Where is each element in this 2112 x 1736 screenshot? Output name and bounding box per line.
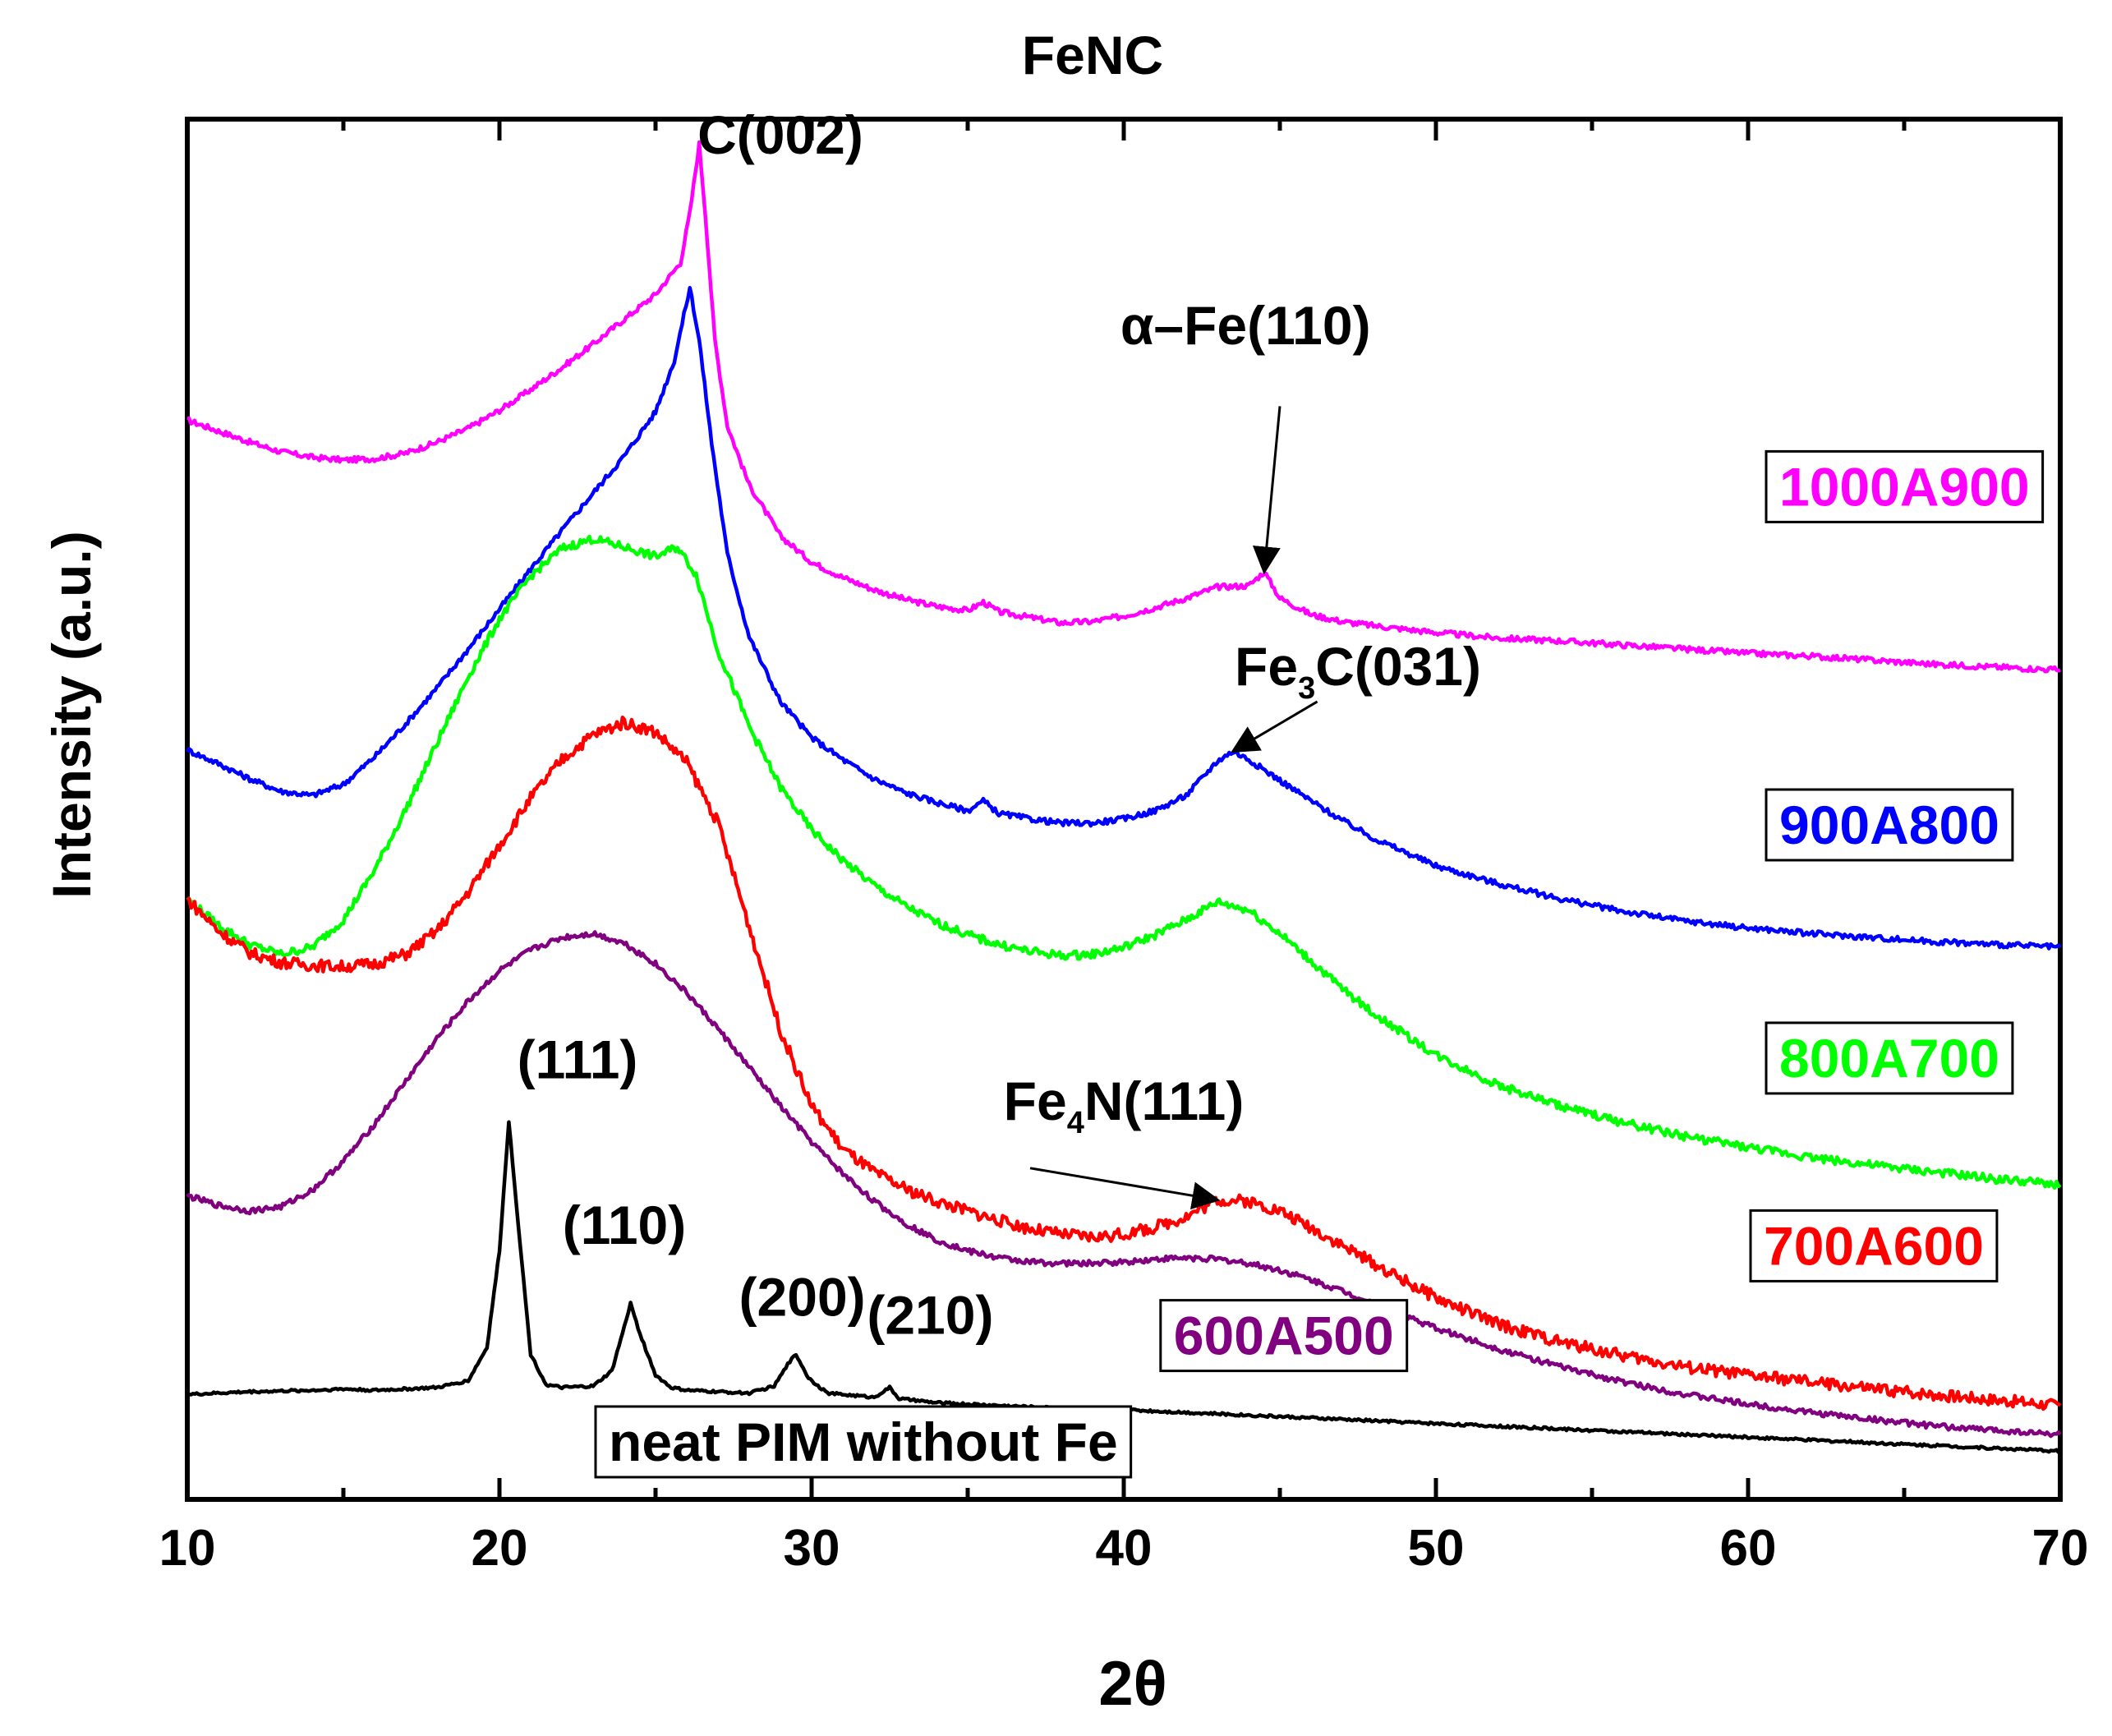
- y-axis-label: Intensity (a.u.): [41, 531, 102, 898]
- annotation-layer: C(002) α–Fe(110) Fe3C(031) Fe4N(111) (111) (1…: [518, 104, 1481, 1345]
- legend-box: [1765, 449, 2045, 523]
- annotation-arrow: [1029, 1167, 1221, 1210]
- x-axis-label: 2θ: [1098, 1649, 1166, 1719]
- annotation-label: (110): [563, 1195, 686, 1255]
- x-tick-label: 30: [784, 1520, 840, 1577]
- legend-label: 1000A900: [1779, 456, 2030, 517]
- legend-entry: 1000A900: [1765, 449, 2045, 523]
- legend-box: [1765, 788, 2014, 862]
- legend-entry: 900A800: [1765, 788, 2014, 862]
- annotation-label: (210): [867, 1284, 993, 1345]
- annotation-label: (200): [739, 1267, 866, 1328]
- legend-box: [1765, 1021, 2014, 1095]
- x-tick-label: 70: [2032, 1520, 2089, 1577]
- legend-label: 600A500: [1174, 1305, 1394, 1366]
- chart-title: FeNC: [1022, 25, 1163, 85]
- x-tick-label: 10: [159, 1520, 216, 1577]
- legend-label: 800A700: [1779, 1028, 1999, 1089]
- series-line-800a700: [186, 534, 2062, 1190]
- legend-entry: 800A700: [1765, 1021, 2014, 1095]
- x-tick-label: 20: [472, 1520, 528, 1577]
- legend-layer: 1000A900 900A800 800A700 700A600 600A500 neat…: [594, 449, 2045, 1479]
- series-line-neat-pim-without-fe: [186, 1120, 2062, 1454]
- legend-label: neat PIM without Fe: [609, 1411, 1118, 1472]
- legend-entry: 600A500: [1159, 1299, 1409, 1373]
- series-line-1000a900: [186, 140, 2061, 674]
- legend-box: [1159, 1299, 1409, 1373]
- annotation-label: Fe4N(111): [1004, 1071, 1245, 1140]
- x-tick-label: 40: [1096, 1520, 1153, 1577]
- series-layer: [186, 140, 2062, 1454]
- annotation-arrow: [1252, 406, 1281, 575]
- axis-layer: 10 20 30 40 50 60 70: [159, 119, 2089, 1577]
- legend-label: 700A600: [1764, 1215, 1984, 1276]
- series-line-700a600: [186, 715, 2062, 1411]
- legend-box: [1749, 1209, 1999, 1282]
- legend-label: 900A800: [1779, 794, 1999, 855]
- x-tick-label: 50: [1408, 1520, 1465, 1577]
- series-line-600a500: [186, 930, 2062, 1439]
- annotation-label: C(002): [697, 104, 863, 165]
- x-tick-label: 60: [1720, 1520, 1777, 1577]
- annotation-label: α–Fe(110): [1120, 295, 1371, 356]
- legend-box: [594, 1405, 1133, 1479]
- legend-entry: neat PIM without Fe: [594, 1405, 1133, 1479]
- annotation-label: Fe3C(031): [1235, 636, 1481, 706]
- series-line-900a800: [186, 285, 2062, 951]
- legend-entry: 700A600: [1749, 1209, 1999, 1282]
- arrow-layer: [1029, 406, 1318, 1210]
- annotation-label: (111): [518, 1029, 638, 1090]
- annotation-arrow: [1231, 700, 1318, 753]
